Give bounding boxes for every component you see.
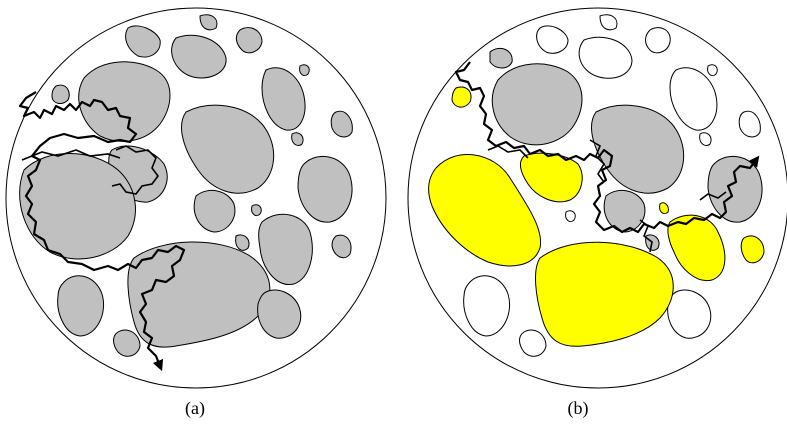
particle bbox=[51, 84, 70, 104]
panel-b-empty-particles bbox=[463, 14, 761, 357]
particle bbox=[193, 189, 236, 233]
particle bbox=[463, 275, 510, 337]
particle bbox=[428, 154, 542, 267]
crack-path-a bbox=[18, 91, 186, 372]
particle bbox=[125, 25, 161, 58]
particle bbox=[257, 289, 302, 339]
panel-b-gray-particles bbox=[489, 47, 763, 251]
particle bbox=[251, 204, 262, 217]
particle bbox=[258, 213, 313, 285]
particle bbox=[599, 14, 618, 31]
particle bbox=[491, 63, 583, 146]
panel-a bbox=[5, 7, 387, 389]
panel-a-caption: (a) bbox=[185, 398, 205, 418]
particle bbox=[535, 241, 674, 347]
particle bbox=[519, 329, 547, 357]
crack-path-b bbox=[454, 61, 760, 234]
particle bbox=[669, 67, 718, 131]
particle bbox=[199, 14, 218, 31]
particle bbox=[299, 64, 310, 77]
particle bbox=[451, 86, 472, 108]
crack-branch-b bbox=[487, 139, 727, 253]
particle bbox=[659, 202, 669, 215]
particle bbox=[235, 234, 250, 251]
panel-b-caption: (b) bbox=[567, 398, 589, 418]
particle bbox=[707, 155, 763, 223]
particle bbox=[520, 152, 583, 203]
particle bbox=[291, 132, 304, 147]
panel-b bbox=[407, 7, 787, 389]
particle bbox=[235, 27, 263, 54]
particle bbox=[127, 241, 271, 348]
crack-branch-a bbox=[21, 145, 159, 195]
particle bbox=[57, 275, 104, 337]
particle bbox=[297, 155, 353, 223]
particle bbox=[740, 235, 765, 264]
particle bbox=[113, 329, 141, 357]
particle bbox=[181, 104, 275, 194]
panel-a-particles bbox=[19, 14, 353, 357]
particle bbox=[603, 189, 646, 233]
particle bbox=[536, 25, 569, 54]
particle bbox=[331, 234, 352, 259]
particle bbox=[699, 132, 712, 147]
particle bbox=[78, 61, 171, 142]
particle bbox=[578, 36, 633, 79]
particle bbox=[330, 110, 353, 138]
particle bbox=[489, 47, 513, 69]
particle bbox=[171, 34, 227, 79]
panel-b-yellow-particles bbox=[428, 86, 765, 347]
particle bbox=[19, 153, 136, 260]
particle bbox=[261, 67, 306, 131]
particle bbox=[707, 64, 718, 77]
particle bbox=[738, 110, 761, 138]
particle bbox=[565, 210, 576, 223]
particle bbox=[645, 27, 671, 54]
